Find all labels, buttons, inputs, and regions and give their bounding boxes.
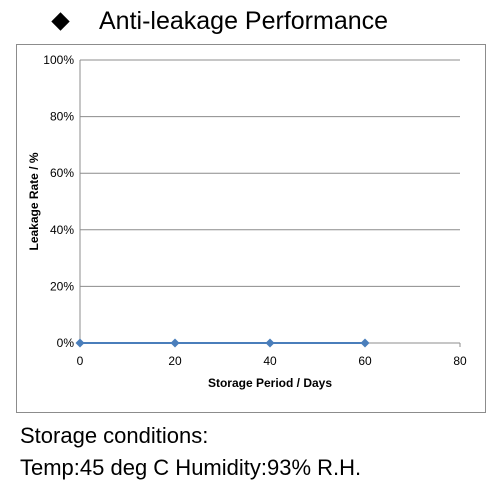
- x-tick-label: 40: [263, 354, 277, 368]
- x-axis-title: Storage Period / Days: [208, 376, 332, 390]
- y-tick-label: 0%: [57, 336, 75, 350]
- data-point-marker: [75, 338, 85, 348]
- tick-labels: 0% 20% 40% 60% 80% 100% 0 20 40 60 80: [43, 53, 467, 368]
- slide-title-text: Anti-leakage Performance: [99, 6, 389, 35]
- y-tick-label: 20%: [50, 279, 74, 293]
- conditions-detail: Temp:45 deg C Humidity:93% R.H.: [20, 455, 362, 480]
- gridlines: [80, 59, 460, 287]
- x-tick-label: 60: [358, 354, 372, 368]
- y-tick-label: 80%: [50, 110, 74, 124]
- y-tick-label: 100%: [43, 53, 74, 67]
- data-point-marker: [170, 338, 180, 348]
- x-tick-label: 80: [453, 354, 467, 368]
- axes: [79, 60, 461, 347]
- slide-title: Anti-leakage Performance: [48, 4, 488, 38]
- data-series: [75, 338, 370, 348]
- data-point-marker: [265, 338, 275, 348]
- leakage-rate-chart: 0% 20% 40% 60% 80% 100% 0 20 40 60 80 Storage Peri…: [27, 53, 467, 390]
- y-tick-label: 60%: [50, 166, 74, 180]
- chart-area: 0% 20% 40% 60% 80% 100% 0 20 40 60 80 Storage Peri…: [16, 44, 486, 413]
- data-point-marker: [360, 338, 370, 348]
- y-tick-label: 40%: [50, 223, 74, 237]
- x-tick-label: 0: [77, 354, 84, 368]
- conditions-heading: Storage conditions:: [20, 423, 209, 448]
- y-axis-title: Leakage Rate / %: [27, 152, 41, 250]
- x-tick-label: 20: [168, 354, 182, 368]
- diamond-bullet-icon: [51, 11, 70, 31]
- storage-conditions: Storage conditions: Temp:45 deg C Humidi…: [20, 420, 490, 484]
